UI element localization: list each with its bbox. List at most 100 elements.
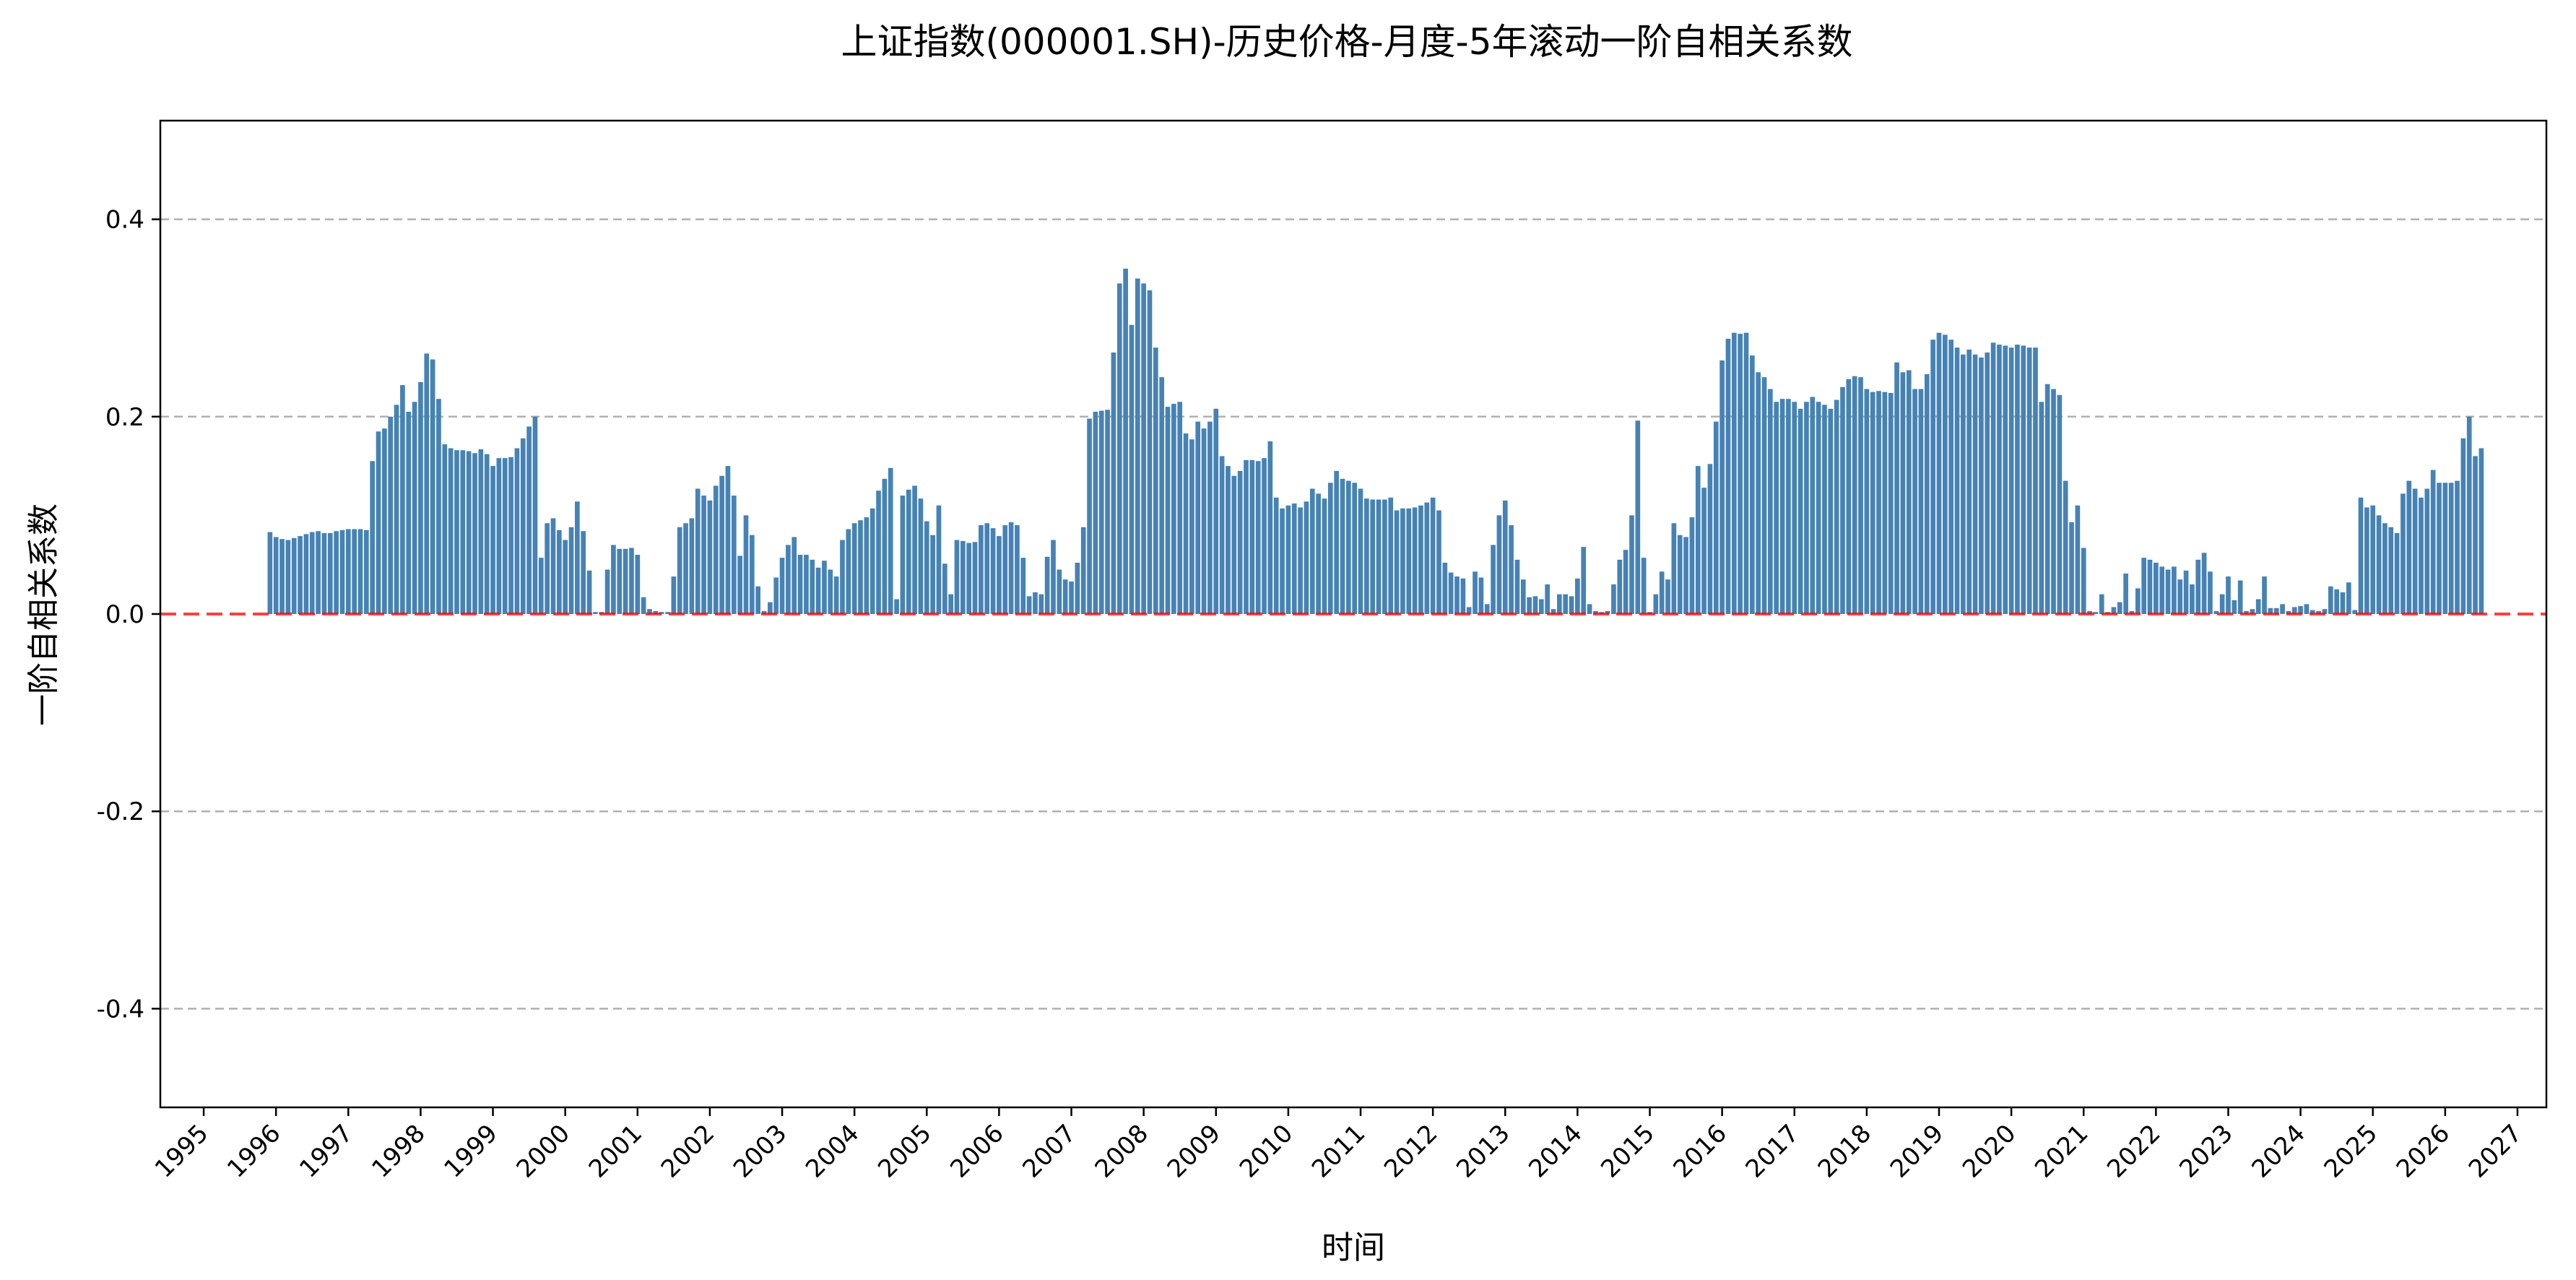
bar [2063,480,2068,614]
bar [984,523,990,614]
x-tick-label: 2021 [2029,1119,2094,1183]
bar [1189,439,1194,614]
bar [719,475,724,614]
bar [2219,594,2225,614]
bar [2201,553,2207,614]
bar [864,517,869,614]
bar [966,542,972,614]
bar [2183,570,2189,614]
bar [1816,402,1821,614]
bar [611,545,616,614]
x-tick-label: 1999 [438,1119,503,1183]
bar [1864,389,1870,614]
bar [948,594,953,614]
bar [876,490,881,614]
bar [1370,499,1376,614]
bar [822,561,827,614]
bar [2340,592,2346,614]
bar [418,381,423,614]
x-tick-label: 2023 [2174,1119,2238,1183]
bar [1123,268,1128,614]
bar [1075,562,1080,614]
bar [701,496,706,614]
bar [1514,559,1520,614]
bar [2255,599,2261,614]
x-tick-label: 2010 [1234,1119,1298,1183]
bar [1195,421,1201,614]
bar [370,461,376,614]
bar [1484,604,1490,614]
x-tick-label: 1996 [222,1119,286,1183]
bar [2244,610,2249,614]
bar [1237,470,1243,614]
bar [1051,540,1056,614]
bar [869,508,875,614]
x-tick-label: 2024 [2246,1119,2310,1183]
bar [1617,559,1623,614]
bar [593,612,598,614]
bar [1611,584,1616,614]
bar [1738,334,1743,614]
bar [1575,578,1580,614]
bar [586,570,592,614]
bar [1436,510,1441,614]
bar [1719,360,1725,614]
bar [695,488,701,614]
bar [1226,466,1231,614]
bar [1852,376,1857,614]
x-tick-label: 2016 [1668,1119,1732,1183]
bar [2099,594,2104,614]
bar [2334,589,2339,614]
bar [2021,345,2026,614]
bar [1834,399,1839,614]
y-tick-label: -0.4 [97,995,144,1024]
bar [683,523,688,614]
bar [1532,596,1538,614]
bar [2015,345,2020,614]
bar [466,451,472,614]
bar [1430,497,1436,614]
bar [1478,577,1484,614]
bar [2057,394,2063,614]
bar [412,402,417,614]
bar [1213,408,1219,614]
bar [677,527,682,614]
bar [2172,566,2177,614]
x-tick-label: 2013 [1451,1119,1515,1183]
x-tick-label: 2017 [1740,1119,1805,1183]
bar [1442,562,1448,614]
bar [291,537,297,614]
bar [924,521,929,614]
bar [846,529,851,614]
bar [1388,497,1394,614]
x-tick-label: 2014 [1523,1119,1587,1183]
bar [689,518,695,614]
bar [1822,405,1827,614]
bar [2081,548,2086,614]
x-tick-label: 1998 [366,1119,430,1183]
x-tick-label: 2018 [1813,1119,1877,1183]
bar [1774,402,1779,614]
bar [810,559,815,614]
bar [2419,497,2424,614]
bar [1948,340,1953,614]
bar [1635,420,1641,614]
y-tick-label: 0.2 [105,403,144,432]
bar [394,405,399,614]
bar [424,353,430,614]
bar [1707,464,1713,614]
bar [382,428,387,614]
x-tick-label: 1997 [294,1119,358,1183]
bar [581,531,586,614]
bar [1677,535,1683,614]
bar [1026,596,1032,614]
bar [550,518,556,614]
bar [1111,353,1116,614]
x-tick-label: 2008 [1090,1119,1154,1183]
bar [2069,522,2074,614]
bar [1756,372,1761,614]
bar [1846,379,1852,614]
bar [1894,362,1899,614]
bar [1345,480,1351,614]
bar [1454,576,1460,614]
